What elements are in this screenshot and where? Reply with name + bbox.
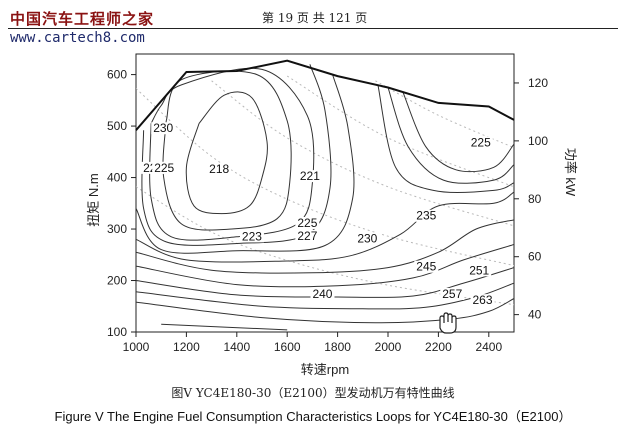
site-name: 中国汽车工程师之家	[10, 10, 155, 28]
power-axis-label: 功率 kW	[563, 148, 578, 197]
y-tick-label-600: 600	[107, 68, 127, 82]
contour-label-bg-3	[207, 162, 232, 175]
contour-label-bg-4	[297, 170, 322, 183]
contour-label-bg-11	[467, 264, 492, 277]
x-tick-label-1000: 1000	[123, 340, 150, 354]
contour-263-10	[136, 298, 514, 324]
power-tick-label-100: 100	[528, 134, 548, 148]
power-line-80kw	[211, 80, 514, 227]
page-info: 第 19 页 共 121 页	[262, 11, 368, 25]
contour-labels: 2302222252182212252272232302352452512402…	[141, 121, 495, 307]
power-tick-label-80: 80	[528, 192, 542, 206]
contour-label-bg-15	[468, 136, 493, 149]
contour-label-bg-6	[295, 229, 320, 242]
x-tick-label-1600: 1600	[274, 340, 301, 354]
contour-label-bg-5	[295, 216, 320, 229]
y-tick-label-200: 200	[107, 274, 127, 288]
contour-221-1	[162, 70, 292, 231]
contour-label-bg-13	[440, 287, 465, 300]
y-axis-label: 扭矩 N.m	[86, 173, 101, 226]
power-tick-label-120: 120	[528, 76, 548, 90]
contour-label-bg-12	[310, 287, 335, 300]
bsfc-contour-chart: 1000 1200 1400 1600 1800 2000 2200 2400 100 200 30…	[86, 53, 578, 377]
power-line-120kw	[375, 80, 514, 149]
power-tick-label-60: 60	[528, 250, 542, 264]
contour-label-221-4: 221	[300, 169, 320, 183]
contour-label-235-9: 235	[416, 209, 436, 223]
contour-label-257-13: 257	[442, 287, 462, 301]
contour-label-223-7: 223	[242, 229, 262, 243]
contour-225-12	[402, 92, 514, 173]
y-tick-label-100: 100	[107, 325, 127, 339]
contour-lines	[136, 64, 514, 331]
x-tick-label-2400: 2400	[475, 340, 502, 354]
x-tick-label-1400: 1400	[223, 340, 250, 354]
contour-230-4	[136, 74, 355, 254]
x-tick-label-1800: 1800	[324, 340, 351, 354]
contour-label-230-8: 230	[357, 231, 377, 245]
site-url[interactable]: www.cartech8.com	[10, 30, 145, 46]
x-tick-label-2000: 2000	[375, 340, 402, 354]
contour-label-225-2: 225	[154, 161, 174, 175]
x-tick-label-2200: 2200	[425, 340, 452, 354]
y-tick-label-500: 500	[107, 119, 127, 133]
max-torque-envelope	[135, 59, 515, 131]
header-rule	[8, 28, 618, 29]
contour-label-245-10: 245	[416, 260, 436, 274]
contour-label-225-15: 225	[471, 136, 491, 150]
contour-240-6	[136, 219, 514, 274]
plot-frame	[135, 53, 515, 333]
x-axis-label: 转速rpm	[301, 362, 349, 377]
power-tick-label-40: 40	[528, 308, 542, 322]
contour-label-227-6: 227	[297, 229, 317, 243]
contour-label-218-3: 218	[209, 162, 229, 176]
contour-label-bg-14	[470, 294, 495, 307]
figure-caption-cn: 图V YC4E180-30（E2100）型发动机万有特性曲线	[171, 386, 455, 400]
figure-caption-en: Figure V The Engine Fuel Consumption Cha…	[54, 409, 572, 424]
contour-225-2	[149, 67, 315, 241]
contour-label-bg-0	[151, 122, 176, 135]
x-tick-label-1200: 1200	[173, 340, 200, 354]
contour-230-14	[377, 84, 514, 193]
contour-227-3	[141, 64, 332, 246]
max-torque-line	[135, 59, 515, 131]
contour-label-bg-8	[355, 232, 380, 245]
contour-245-7	[136, 244, 514, 288]
contour-label-251-11: 251	[469, 263, 489, 277]
contour-label-225-5: 225	[297, 216, 317, 230]
hand-pointer-icon	[439, 312, 457, 334]
contour-218-0	[185, 91, 268, 215]
contour-227-13	[387, 87, 514, 184]
y-tick-label-400: 400	[107, 171, 127, 185]
contour-251-8	[136, 267, 514, 298]
contour-label-230-0: 230	[153, 121, 173, 135]
contour-label-bg-2	[152, 161, 177, 174]
contour-label-263-14: 263	[472, 293, 492, 307]
y-tick-label-300: 300	[107, 222, 127, 236]
power-line-60kw	[136, 88, 514, 267]
contour-label-240-12: 240	[312, 287, 332, 301]
contour-270-11	[161, 323, 288, 331]
contour-label-bg-9	[414, 209, 439, 222]
contour-235-5	[136, 191, 514, 263]
axis-ticks: 1000 1200 1400 1600 1800 2000 2200 2400 100 200 30…	[107, 68, 548, 354]
contour-label-bg-10	[414, 260, 439, 273]
contour-label-bg-7	[239, 230, 264, 243]
